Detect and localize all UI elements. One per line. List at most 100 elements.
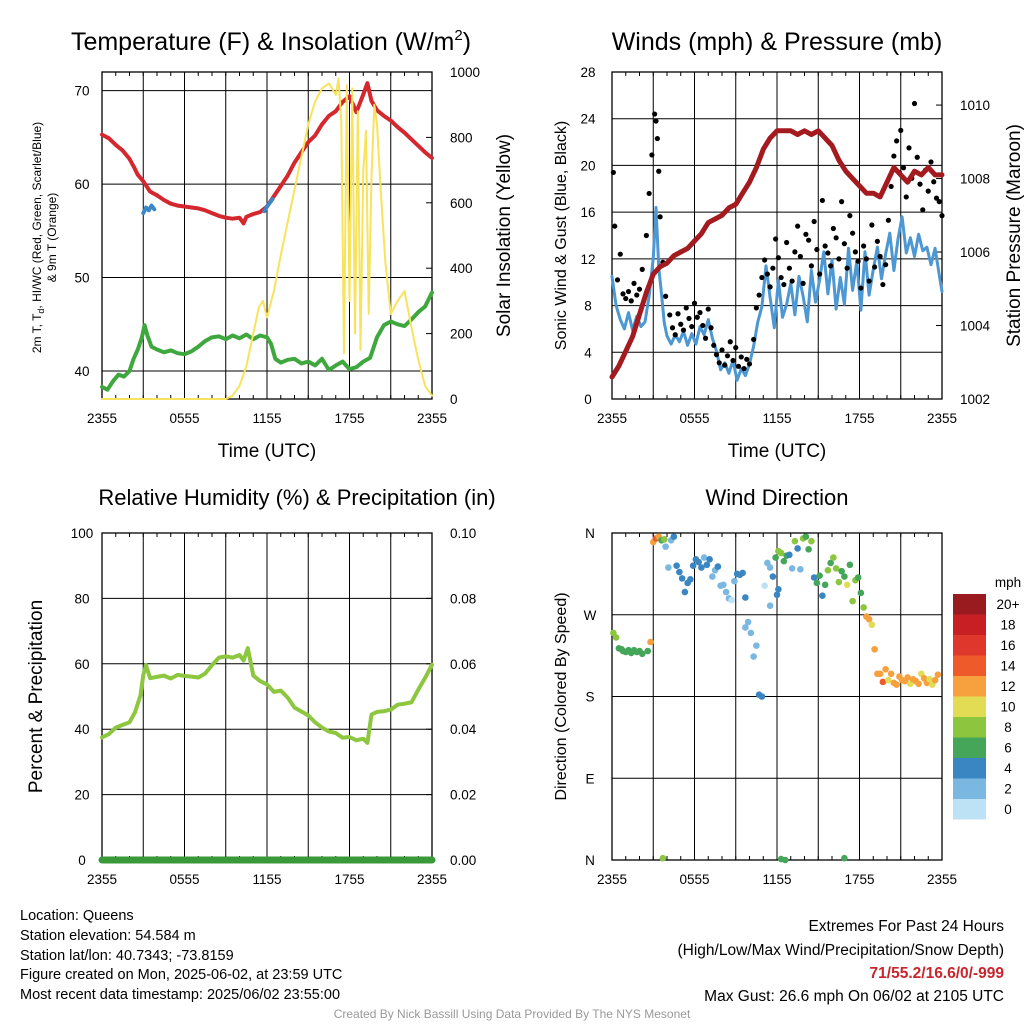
wind-gust-point — [894, 138, 900, 144]
dir-point — [813, 579, 821, 587]
temp-series-solar-insolation — [101, 77, 433, 400]
dir-point — [819, 592, 826, 599]
legend-swatch — [953, 655, 986, 676]
dir-point — [824, 566, 832, 574]
rh-y-tick-label: 80 — [74, 591, 89, 606]
dir-point — [775, 586, 782, 593]
dir-point — [644, 647, 652, 655]
dir-point — [838, 567, 845, 575]
wind-gust-point — [939, 213, 945, 219]
temp-x-tick-label: 2355 — [87, 411, 117, 426]
wind-x-tick-label: 1755 — [844, 411, 874, 426]
dir-point — [832, 565, 840, 572]
temp-title-superscript: 2 — [454, 27, 462, 44]
wind-gust-point — [925, 188, 931, 194]
legend-swatch — [953, 717, 986, 738]
legend-label: 20+ — [997, 597, 1020, 612]
dir-point — [758, 693, 766, 700]
temp-series-dew-point-segment-2 — [262, 197, 275, 214]
wind-gust-point — [764, 271, 770, 277]
wind-gust-point — [680, 327, 687, 333]
dir-point — [810, 574, 818, 581]
dir-point — [786, 551, 793, 559]
wind-gust-point — [855, 258, 861, 264]
dir-point — [761, 582, 768, 589]
rh-x-tick-label: 2355 — [87, 872, 117, 887]
wind-gust-point — [828, 263, 834, 269]
dir-point — [772, 554, 779, 561]
wind-gust-point — [646, 190, 652, 197]
dir-point — [709, 573, 716, 580]
rh-y-axis-label: Percent & Precipitation — [26, 600, 47, 793]
legend-swatch — [953, 635, 986, 656]
dir-point — [647, 638, 654, 646]
wind-gust-point — [819, 197, 825, 204]
dir-point — [766, 602, 774, 609]
dir-point — [865, 615, 873, 623]
wind-gust-point — [711, 342, 717, 348]
dir-point — [742, 624, 749, 631]
wind-gust-point — [874, 238, 880, 244]
legend-swatch — [953, 778, 986, 799]
dir-x-tick-label: 0555 — [679, 872, 709, 887]
rh-y-tick-label: 20 — [74, 788, 89, 803]
wind-gust-point — [880, 281, 886, 288]
wind-y-tick-label: 0 — [584, 392, 592, 407]
dir-y-axis-label: Direction (Colored By Speed) — [553, 592, 570, 800]
wind-gust-point — [861, 243, 867, 249]
temp-y2-tick-label: 800 — [450, 130, 473, 145]
legend-label: 16 — [1000, 638, 1015, 653]
dir-point — [841, 854, 848, 862]
wind-gust-point — [898, 127, 904, 133]
recent-data-label: Most recent data timestamp: 2025/06/02 2… — [20, 987, 341, 1003]
wind-gust-point — [850, 230, 856, 236]
dir-point — [660, 536, 668, 543]
dir-point — [879, 678, 887, 686]
wind-gust-point — [691, 300, 698, 306]
wind-x-tick-label: 1155 — [762, 411, 791, 426]
wind-gust-point — [653, 118, 659, 124]
wind-y2-tick-label: 1002 — [960, 392, 990, 407]
wind-gust-point — [741, 366, 747, 372]
rh-x-tick-label: 1155 — [252, 872, 281, 887]
dir-point — [885, 676, 892, 684]
wind-gust-point — [612, 223, 618, 229]
extremes-subtitle: (High/Low/Max Wind/Precipitation/Snow De… — [677, 942, 1005, 959]
dir-point — [728, 596, 735, 604]
wind-gust-point — [914, 154, 920, 160]
temp-y-tick-label: 60 — [74, 177, 89, 192]
dir-point — [670, 533, 678, 540]
dir-point — [714, 563, 722, 570]
wind-gust-point — [775, 255, 781, 261]
dir-point — [742, 594, 749, 601]
rh-x-tick-label: 1755 — [334, 872, 364, 887]
wind-gust-point — [933, 195, 940, 201]
wind-gust-point — [663, 293, 669, 299]
dir-point — [689, 562, 697, 569]
wind-y2-tick-label: 1004 — [960, 319, 991, 334]
wind-gust-point — [697, 309, 703, 316]
wind-gust-point — [614, 277, 621, 283]
wind-y-tick-label: 24 — [580, 112, 596, 127]
dir-x-tick-label: 2355 — [597, 872, 627, 887]
dir-point — [931, 676, 939, 684]
legend-label: 12 — [1000, 679, 1015, 694]
dir-point — [659, 854, 667, 862]
wind-gust-point — [722, 362, 728, 368]
dir-chart-title: Wind Direction — [705, 485, 848, 510]
wind-gust-point — [683, 305, 689, 311]
wind-gust-point — [643, 232, 649, 239]
temp-x-tick-label: 2355 — [417, 411, 447, 426]
wind-gust-point — [784, 239, 790, 246]
wind-x-axis-label: Time (UTC) — [728, 441, 827, 462]
dir-point — [835, 578, 843, 586]
dir-point — [841, 573, 848, 580]
latlon-label: Station lat/lon: 40.7343; -73.8159 — [20, 948, 234, 964]
wind-x-tick-label: 0555 — [679, 411, 709, 426]
wind-gust-point — [733, 345, 739, 351]
wind-gust-point — [610, 169, 616, 176]
dir-point — [849, 597, 856, 605]
wind-gust-point — [727, 339, 733, 345]
wind-gust-point — [891, 153, 897, 159]
